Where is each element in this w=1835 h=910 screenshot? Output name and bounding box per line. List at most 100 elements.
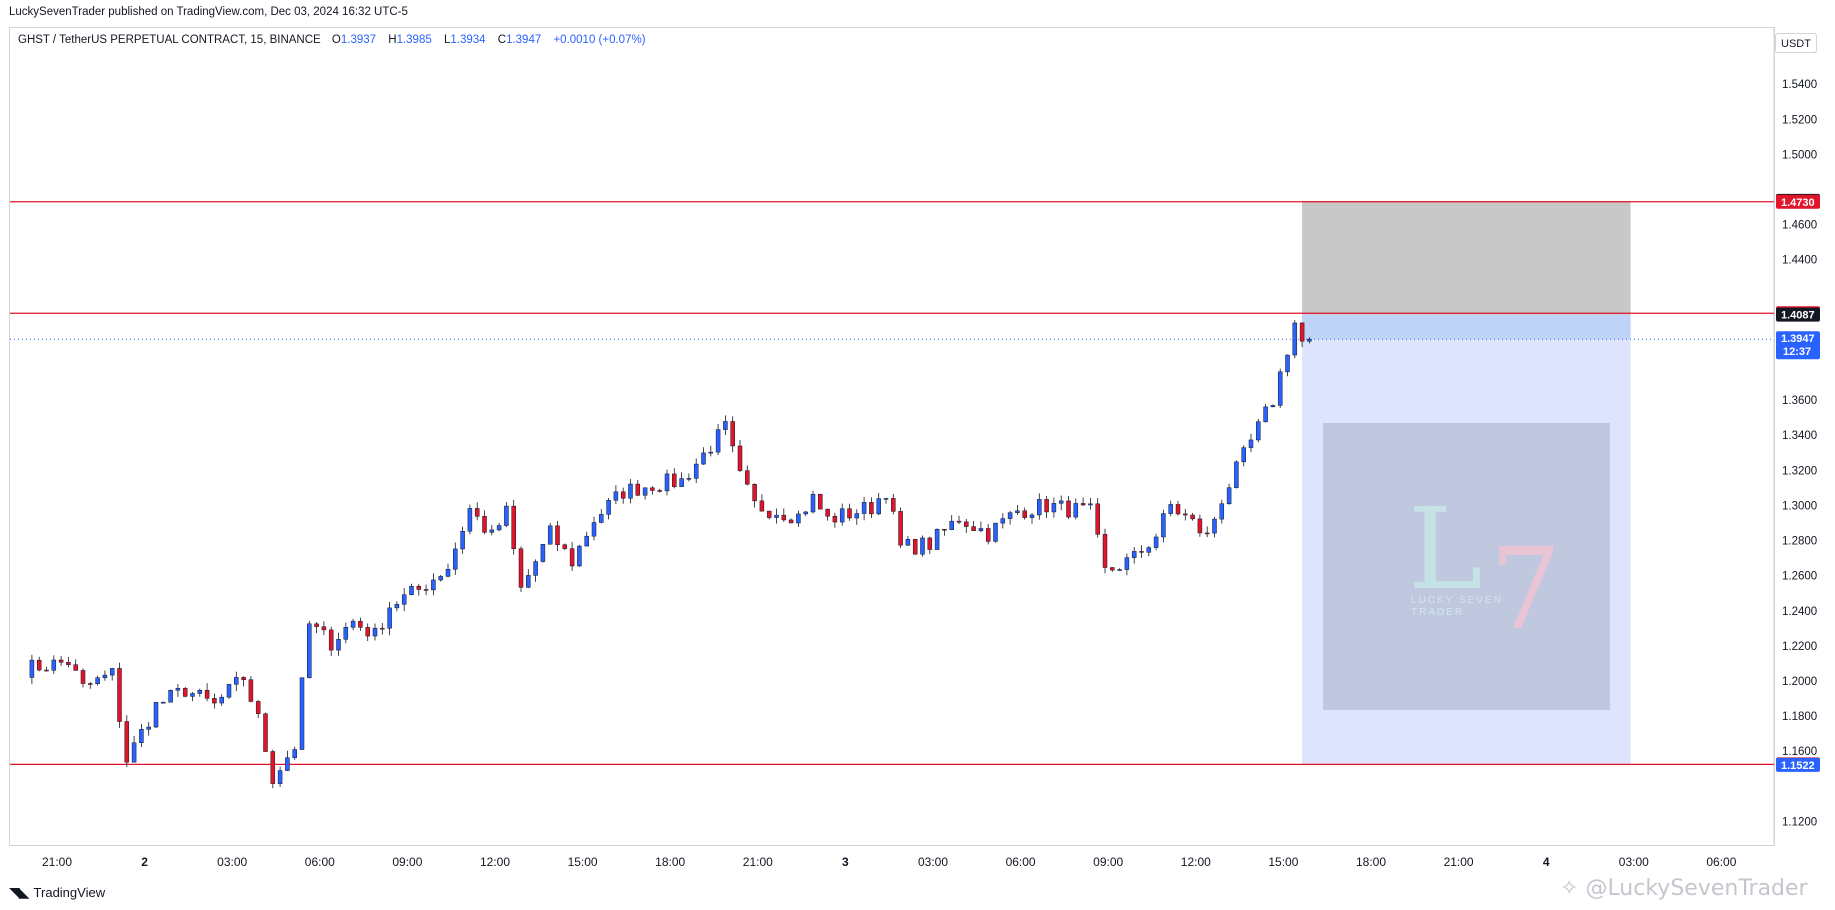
candle-body <box>139 729 144 743</box>
candle-body <box>95 677 100 685</box>
y-tick-label: 1.5400 <box>1782 79 1817 91</box>
candle-body <box>715 429 721 453</box>
candle-body <box>1146 547 1152 553</box>
author-watermark: ✧ @LuckySevenTrader <box>1560 876 1808 901</box>
candle-body <box>1044 499 1049 513</box>
candle-body <box>204 689 210 699</box>
candle-body <box>1241 447 1246 463</box>
candle-body <box>467 508 473 532</box>
candle-body <box>153 702 159 728</box>
candle-body <box>307 623 312 678</box>
candle-body <box>438 576 443 581</box>
stop-loss-zone <box>1302 200 1631 315</box>
x-tick-label: 18:00 <box>1356 855 1386 869</box>
candle-body <box>1153 536 1159 548</box>
y-tick-label: 1.2000 <box>1782 676 1817 688</box>
price-label-bg <box>1776 194 1820 209</box>
candle-body <box>350 620 356 628</box>
x-tick-label: 15:00 <box>568 855 598 869</box>
candle-body <box>1285 354 1290 373</box>
candle-body <box>912 539 918 555</box>
high-value: 1.3985 <box>396 34 432 46</box>
x-tick-label: 03:00 <box>1619 855 1649 869</box>
candle-body <box>650 487 655 491</box>
candle-body <box>701 452 706 465</box>
candle-body <box>898 511 903 546</box>
x-tick-label: 18:00 <box>655 855 685 869</box>
candle-body <box>255 701 261 714</box>
candle-body <box>533 561 538 576</box>
x-tick-label: 06:00 <box>1006 855 1036 869</box>
candle-body <box>839 508 845 523</box>
candle-body <box>1190 514 1195 520</box>
candle-body <box>1234 461 1239 488</box>
candle-body <box>44 669 49 672</box>
candle-body <box>861 502 867 514</box>
candle-body <box>1277 371 1283 406</box>
candle-body <box>905 539 911 546</box>
candle-body <box>599 514 604 523</box>
low-label: L <box>443 34 451 46</box>
logo-letter-7: 7 <box>1490 525 1561 655</box>
candle-body <box>431 579 436 591</box>
candle-body <box>1131 551 1137 558</box>
x-tick-label: 4 <box>1543 855 1550 869</box>
chart-legend: GHST / TetherUS PERPETUAL CONTRACT, 15, … <box>18 34 646 46</box>
tradingview-logo[interactable]: ◥◣ TradingView <box>9 884 105 901</box>
candle-body <box>1000 518 1006 524</box>
candle-body <box>606 500 611 515</box>
x-tick-label: 15:00 <box>1268 855 1298 869</box>
y-tick-label: 1.1200 <box>1782 816 1817 828</box>
candle-body <box>620 491 626 499</box>
candle-body <box>1292 322 1298 356</box>
price-label: 1.1522 <box>1781 760 1815 772</box>
candle-body <box>891 498 896 512</box>
candle-body <box>642 487 648 496</box>
candle-body <box>985 528 991 542</box>
candle-body <box>526 575 531 588</box>
candle-body <box>679 478 684 487</box>
candle-body <box>1139 551 1144 553</box>
candle-body <box>686 478 692 480</box>
candle-body <box>825 508 830 517</box>
currency-button[interactable]: USDT <box>1775 33 1817 53</box>
candle-body <box>445 569 451 577</box>
candle-body <box>788 519 794 524</box>
candle-body <box>453 548 458 570</box>
candle-body <box>1029 514 1035 518</box>
candle-body <box>263 713 268 752</box>
close-label: C <box>497 34 507 46</box>
candle-body <box>423 589 429 591</box>
candle-body <box>314 623 319 627</box>
candle-body <box>547 525 553 545</box>
tradingview-icon: ◥◣ <box>9 884 30 900</box>
candle-body <box>1124 557 1130 570</box>
candle-body <box>277 770 283 784</box>
candle-body <box>36 659 42 671</box>
candle-body <box>766 510 772 518</box>
candle-body <box>401 594 407 605</box>
close-value: 1.3947 <box>506 34 542 46</box>
logo-letter-l: L <box>1408 485 1482 615</box>
candle-body <box>88 683 93 685</box>
open-value: 1.3937 <box>340 34 377 46</box>
candle-body <box>380 627 385 630</box>
candle-body <box>328 629 334 651</box>
candle-body <box>1204 532 1210 535</box>
candle-body <box>1226 487 1232 504</box>
candle-body <box>584 535 589 547</box>
price-label-bg <box>1776 757 1820 772</box>
candle-body <box>956 520 962 523</box>
candle-body <box>1299 322 1305 342</box>
logo-box <box>1323 423 1610 710</box>
candle-body <box>803 511 808 515</box>
candle-body <box>241 677 246 680</box>
candle-body <box>664 473 670 492</box>
price-label-bg <box>1776 331 1820 360</box>
candle-body <box>270 751 276 784</box>
symbol-title: GHST / TetherUS PERPETUAL CONTRACT, 15, … <box>18 34 321 46</box>
y-tick-label: 1.3000 <box>1782 500 1817 512</box>
candle-body <box>299 677 305 750</box>
candle-body <box>993 522 998 542</box>
